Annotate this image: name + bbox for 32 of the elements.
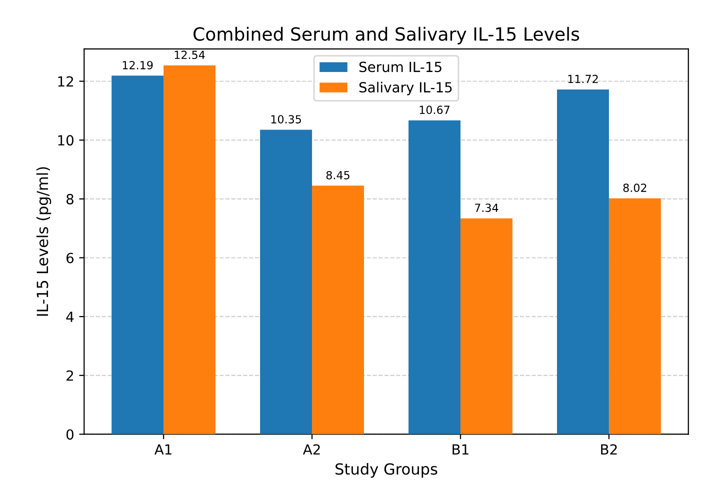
y-tick-label: 0 [66, 429, 74, 440]
bar [260, 130, 312, 434]
data-label: 11.72 [568, 74, 598, 84]
data-label: 8.02 [623, 184, 646, 192]
x-tick-label: B2 [601, 444, 617, 455]
data-label: 8.45 [326, 170, 350, 180]
legend-label: Salivary IL-15 [359, 82, 452, 96]
legend-label: Serum IL-15 [359, 62, 442, 72]
y-axis-title: IL-15 Levels (pg/ml) [36, 167, 52, 316]
x-tick-label: B1 [452, 444, 468, 455]
data-label: 12.19 [122, 60, 153, 70]
y-tick-label: 10 [58, 135, 74, 146]
x-axis-title: Study Groups [336, 462, 438, 478]
bar [164, 65, 216, 434]
data-label: 12.54 [174, 50, 205, 60]
bar [112, 76, 164, 434]
bar [556, 89, 609, 434]
bar [312, 186, 364, 434]
y-tick-label: 2 [66, 370, 74, 381]
data-label: 7.34 [475, 204, 498, 212]
bar [460, 218, 512, 434]
y-tick-label: 4 [66, 312, 74, 322]
data-label: 10.67 [420, 106, 450, 114]
bar [408, 120, 460, 434]
x-tick-label: A1 [154, 444, 172, 455]
bar [608, 198, 661, 434]
y-tick-label: 12 [58, 76, 74, 87]
x-tick-label: A2 [302, 444, 320, 455]
y-tick-label: 8 [66, 194, 74, 204]
chart-title: Combined Serum and Salivary IL-15 Levels [194, 26, 580, 44]
y-tick-label: 6 [66, 252, 74, 264]
data-label: 10.35 [271, 115, 301, 124]
